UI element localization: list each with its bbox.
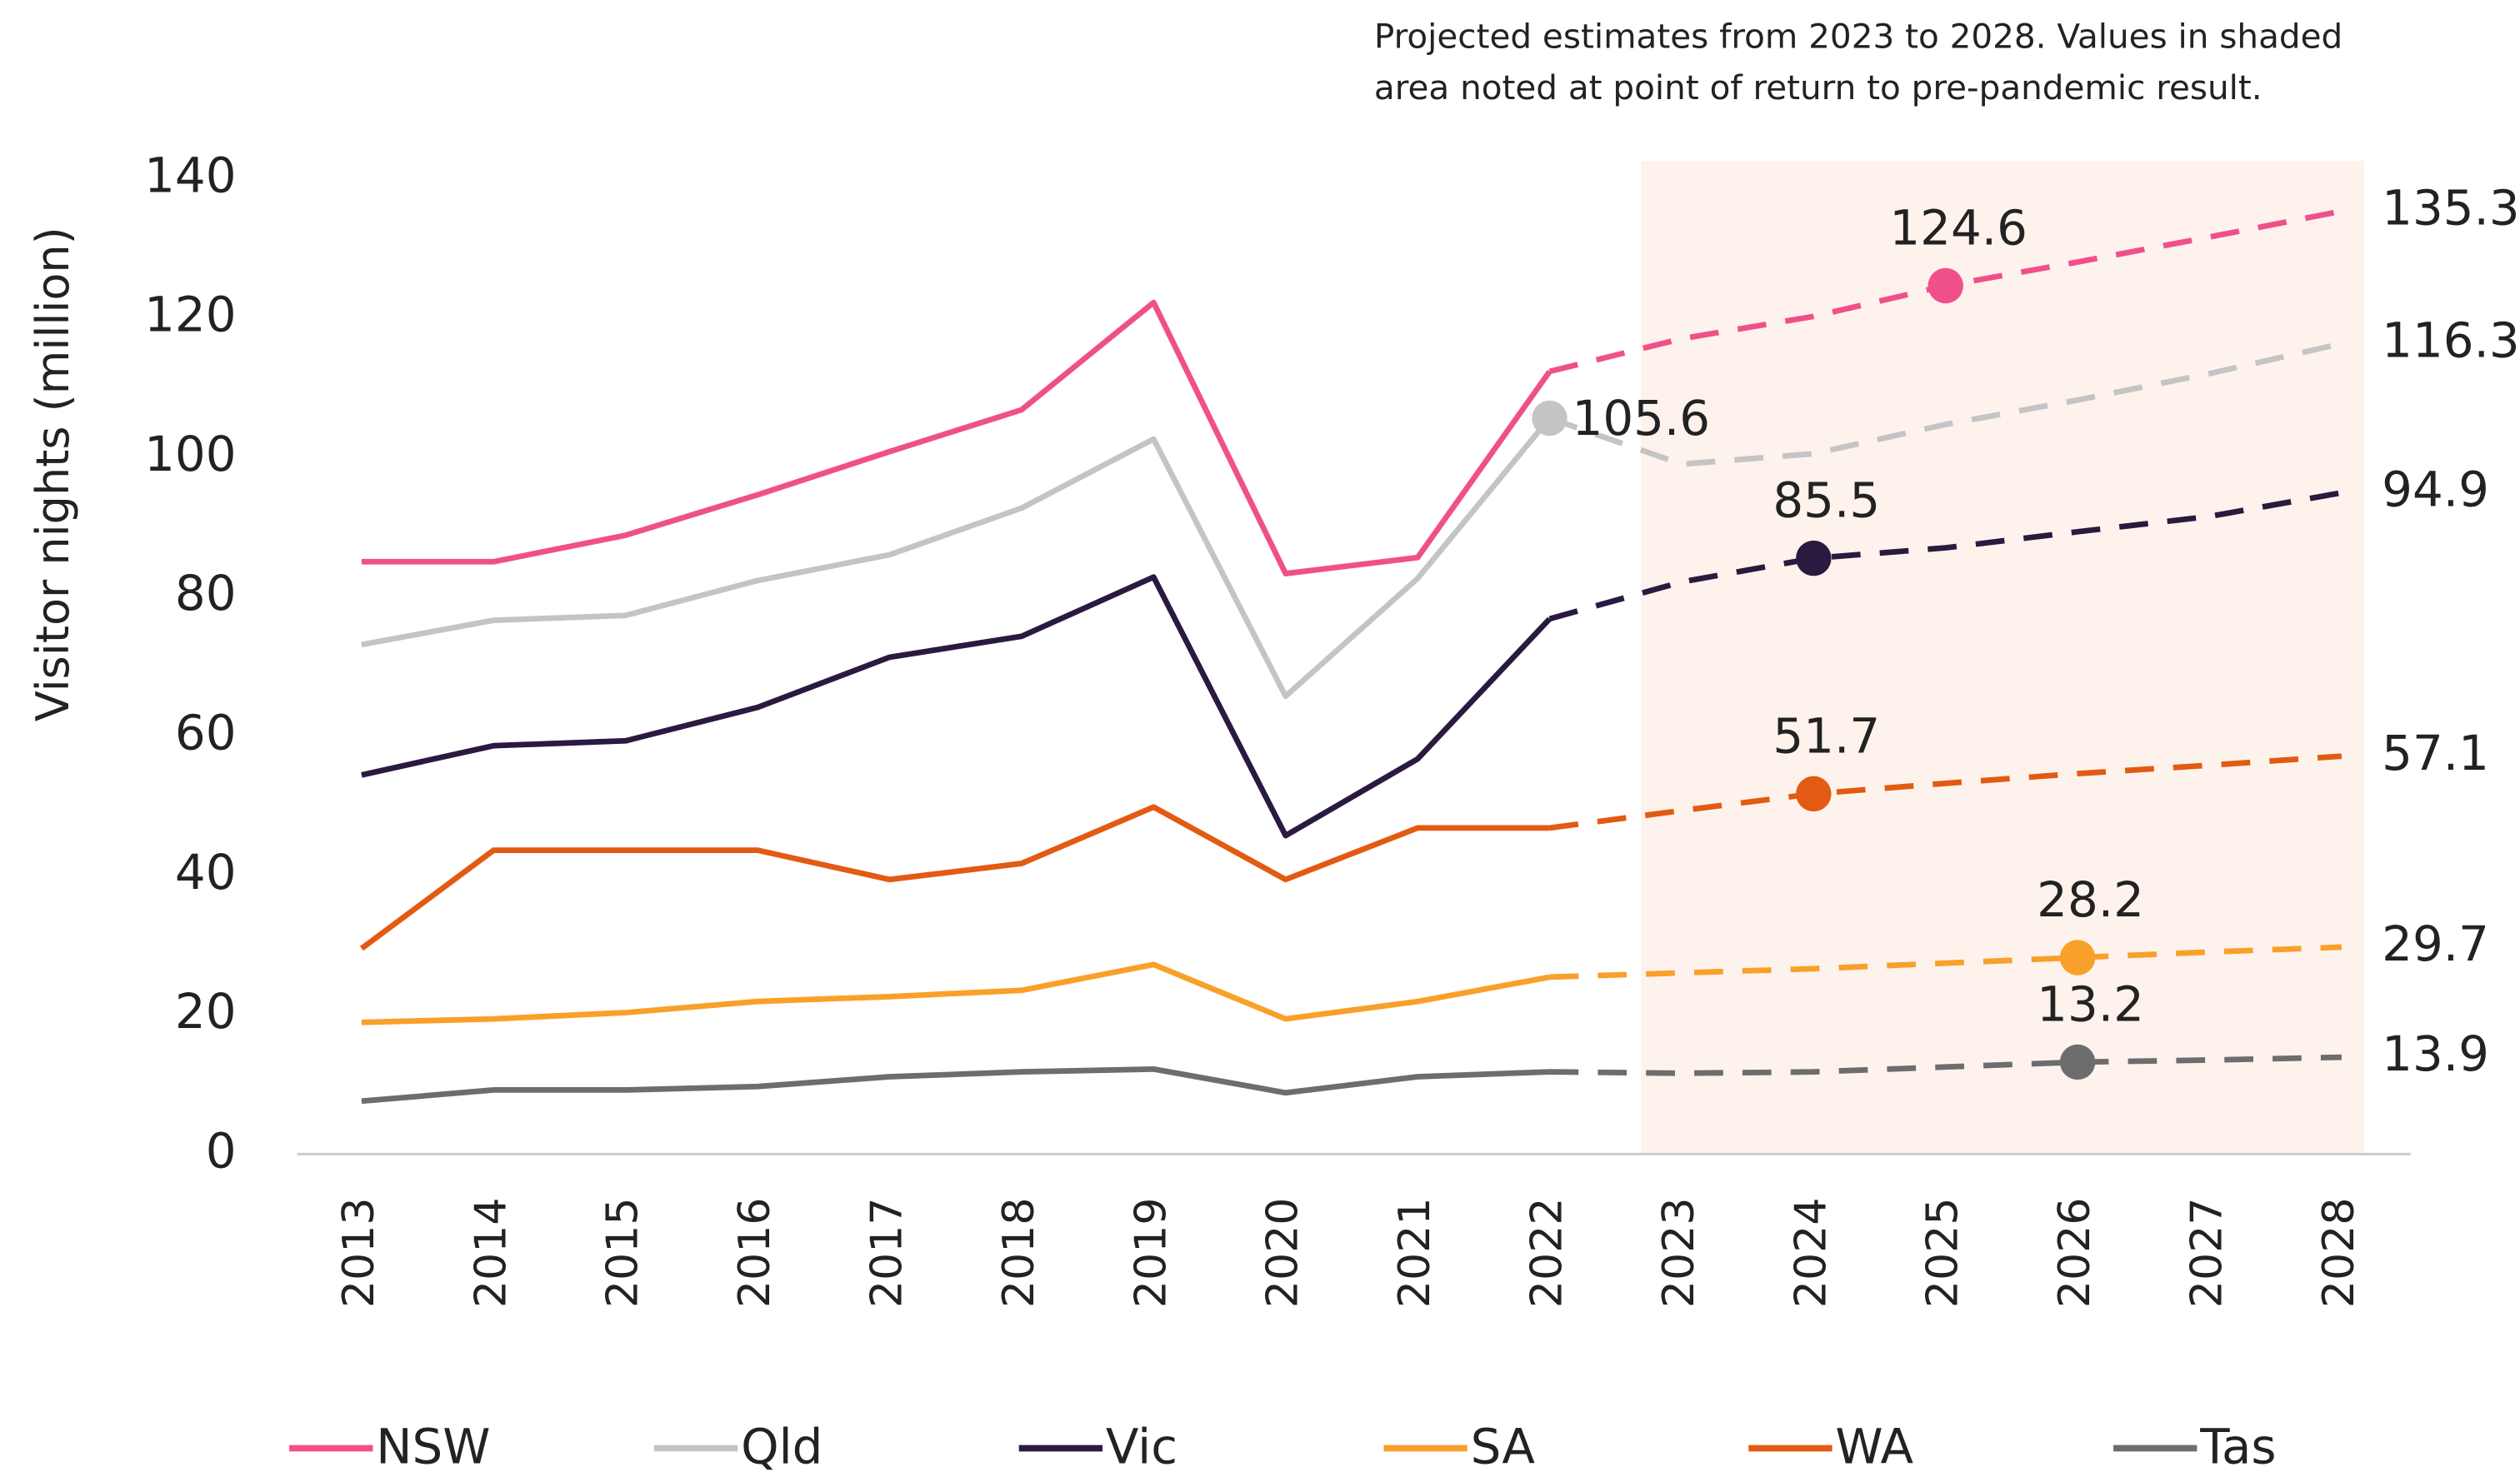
data-label: 105.6 [1572,390,1711,447]
line [361,961,1551,1025]
highlight-dot [1796,776,1832,812]
projection-line [1548,341,2342,467]
x-tick-label: 2021 [1390,1197,1440,1308]
y-tick-label: 140 [144,147,236,203]
y-tick-label: 40 [175,844,237,901]
projection-line [1549,1054,2342,1076]
x-tick-label: 2025 [1918,1197,1968,1308]
x-tick-label: 2015 [598,1197,648,1308]
data-label: 85.5 [1772,472,1880,529]
projection-line [1548,490,2342,622]
x-tick-label: 2019 [1126,1197,1176,1308]
highlight-dot [2059,1044,2096,1080]
legend-label: SA [1471,1419,1536,1475]
data-label: 13.2 [2037,976,2144,1032]
legend-label: WA [1835,1419,1913,1475]
y-tick-label: 80 [175,565,237,621]
end-label: 29.7 [2382,916,2489,972]
y-tick-label: 120 [144,287,236,343]
x-tick-label: 2018 [994,1197,1044,1308]
y-tick-label: 100 [144,426,236,482]
line [359,804,1550,951]
highlight-dot [1796,540,1832,576]
data-label: 28.2 [2037,871,2144,928]
legend-label: Tas [2199,1419,2276,1475]
highlight-dot [1532,400,1568,437]
x-tick-label: 2023 [1654,1197,1704,1308]
x-tick-label: 2027 [2182,1197,2232,1308]
highlight-dot [1928,267,1963,304]
x-tick-label: 2022 [1522,1197,1572,1308]
end-label: 13.9 [2382,1025,2489,1082]
x-tick-label: 2020 [1258,1197,1308,1308]
line [361,1065,1550,1105]
y-tick-label: 0 [206,1122,237,1179]
y-tick-label: 20 [175,983,237,1040]
projection-line [1549,944,2342,981]
end-label: 57.1 [2382,725,2489,781]
legend-label: Vic [1106,1419,1178,1475]
highlight-dot [2059,940,2096,976]
x-tick-label: 2028 [2314,1197,2364,1308]
projection-shade [1641,160,2364,1155]
subtitle: Projected estimates from 2023 to 2028. V… [1374,16,2342,56]
line [361,299,1552,576]
y-tick-label: 60 [175,705,237,761]
y-axis-title: Visitor nights (million) [27,227,79,721]
end-label: 94.9 [2382,462,2489,518]
end-label: 116.3 [2382,312,2520,369]
x-tick-label: 2013 [334,1197,384,1308]
legend-label: NSW [376,1419,490,1475]
x-tick-label: 2014 [466,1197,516,1308]
x-tick-label: 2024 [1786,1197,1836,1308]
line [361,416,1552,700]
x-tick-label: 2017 [862,1197,912,1308]
line [361,574,1552,839]
x-tick-label: 2026 [2050,1197,2100,1308]
end-label: 135.3 [2382,180,2520,237]
legend-label: Qld [741,1419,822,1475]
x-tick-label: 2016 [730,1197,780,1308]
data-label: 51.7 [1772,707,1880,764]
projection-line [1549,753,2342,831]
data-label: 124.6 [1889,200,2028,257]
subtitle: area noted at point of return to pre-pan… [1374,67,2262,107]
